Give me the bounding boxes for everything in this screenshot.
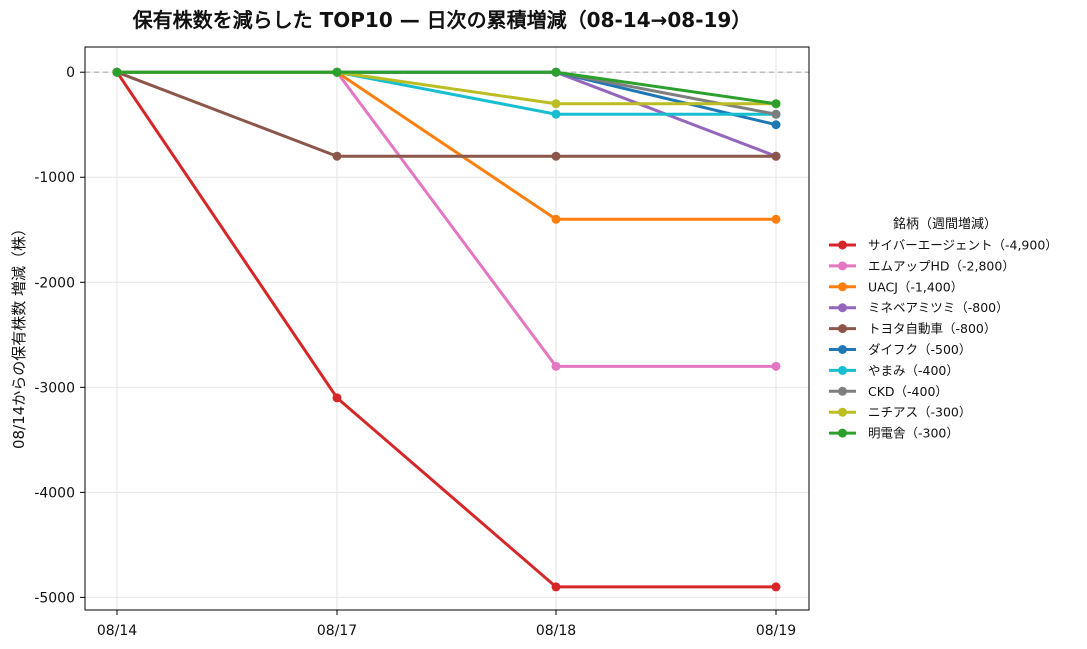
legend-swatch-marker: [838, 240, 847, 250]
legend-item: ダイフク（-500）: [829, 342, 971, 357]
series-line: [117, 70, 776, 106]
series-line: [117, 70, 777, 106]
legend-swatch-marker: [838, 282, 847, 292]
data-point: [332, 393, 342, 403]
y-tick-label: -1000: [34, 170, 75, 186]
legend-swatch-marker: [838, 407, 847, 417]
data-point: [551, 214, 561, 224]
chart-title: 保有株数を減らした TOP10 — 日次の累積増減（08-14→08-19）: [132, 8, 752, 32]
grid: [85, 47, 809, 610]
series-4: [112, 67, 781, 161]
data-point: [771, 151, 781, 161]
legend-title: 銘柄（週間増減）: [893, 216, 997, 232]
series-line: [116, 70, 776, 158]
legend-swatch-marker: [838, 261, 847, 271]
legend-label: やまみ（-400）: [868, 363, 959, 378]
x-tick-label: 08/17: [317, 623, 357, 639]
legend-label: ニチアス（-300）: [868, 405, 971, 420]
series-layer: [112, 67, 781, 592]
legend-item: サイバーエージェント（-4,900）: [829, 238, 1058, 253]
legend-swatch-marker: [838, 365, 847, 375]
legend-swatch-marker: [838, 428, 847, 438]
legend-item: UACJ（-1,400）: [829, 279, 963, 294]
y-axis: 0 -1000 -2000 -3000 -4000 -5000: [34, 65, 85, 606]
plot-frame: [84, 46, 810, 611]
legend-item: ニチアス（-300）: [829, 405, 971, 420]
legend-label: ミネベアミツミ（-800）: [868, 300, 1009, 315]
legend-item: エムアップHD（-2,800）: [829, 258, 1015, 273]
legend-label: UACJ（-1,400）: [868, 279, 963, 294]
data-point: [551, 151, 561, 161]
x-tick-label: 08/18: [536, 623, 576, 639]
data-point: [112, 67, 122, 77]
data-point: [771, 109, 781, 119]
legend-item: ミネベアミツミ（-800）: [829, 300, 1009, 315]
legend-label: トヨタ自動車（-800）: [868, 321, 996, 336]
y-tick-label: -4000: [34, 485, 75, 501]
data-point: [771, 120, 781, 130]
data-point: [551, 582, 561, 592]
data-point: [332, 67, 342, 77]
data-point: [332, 151, 342, 161]
data-point: [771, 582, 781, 592]
legend-item: やまみ（-400）: [829, 363, 959, 378]
y-tick-label: -5000: [34, 590, 75, 606]
legend-label: サイバーエージェント（-4,900）: [868, 238, 1058, 253]
series-9: [112, 67, 781, 109]
series-line: [115, 71, 776, 589]
data-point: [551, 99, 561, 109]
x-tick-label: 08/19: [756, 623, 796, 639]
data-point: [551, 67, 561, 77]
legend: 銘柄（週間増減） サイバーエージェント（-4,900） エムアップHD（-2,80…: [829, 216, 1058, 441]
y-tick-label: -3000: [34, 380, 75, 396]
legend-label: CKD（-400）: [868, 384, 948, 399]
legend-swatch-marker: [838, 324, 847, 334]
data-point: [771, 214, 781, 224]
legend-item: CKD（-400）: [829, 384, 948, 399]
x-tick-label: 08/14: [97, 623, 137, 639]
x-axis: 08/14 08/17 08/18 08/19: [97, 610, 796, 639]
legend-label: エムアップHD（-2,800）: [868, 258, 1015, 273]
series-6: [112, 67, 781, 119]
legend-item: 明電舎（-300）: [829, 426, 959, 441]
data-point: [771, 99, 781, 109]
series-line: [117, 70, 776, 116]
y-tick-label: -2000: [34, 275, 75, 291]
legend-label: ダイフク（-500）: [868, 342, 971, 357]
legend-item: トヨタ自動車（-800）: [829, 321, 996, 336]
legend-swatch-marker: [838, 386, 847, 396]
series-line: [117, 70, 777, 127]
legend-swatch-marker: [838, 345, 847, 354]
legend-items: サイバーエージェント（-4,900） エムアップHD（-2,800） UACJ（-1…: [829, 238, 1058, 441]
y-axis-label: 08/14からの保有株数 増減（株）: [10, 221, 28, 449]
legend-swatch-marker: [838, 303, 847, 313]
data-point: [551, 361, 561, 371]
legend-label: 明電舎（-300）: [868, 426, 959, 441]
data-point: [551, 109, 561, 119]
y-tick-label: 0: [66, 65, 75, 81]
data-point: [771, 361, 781, 371]
